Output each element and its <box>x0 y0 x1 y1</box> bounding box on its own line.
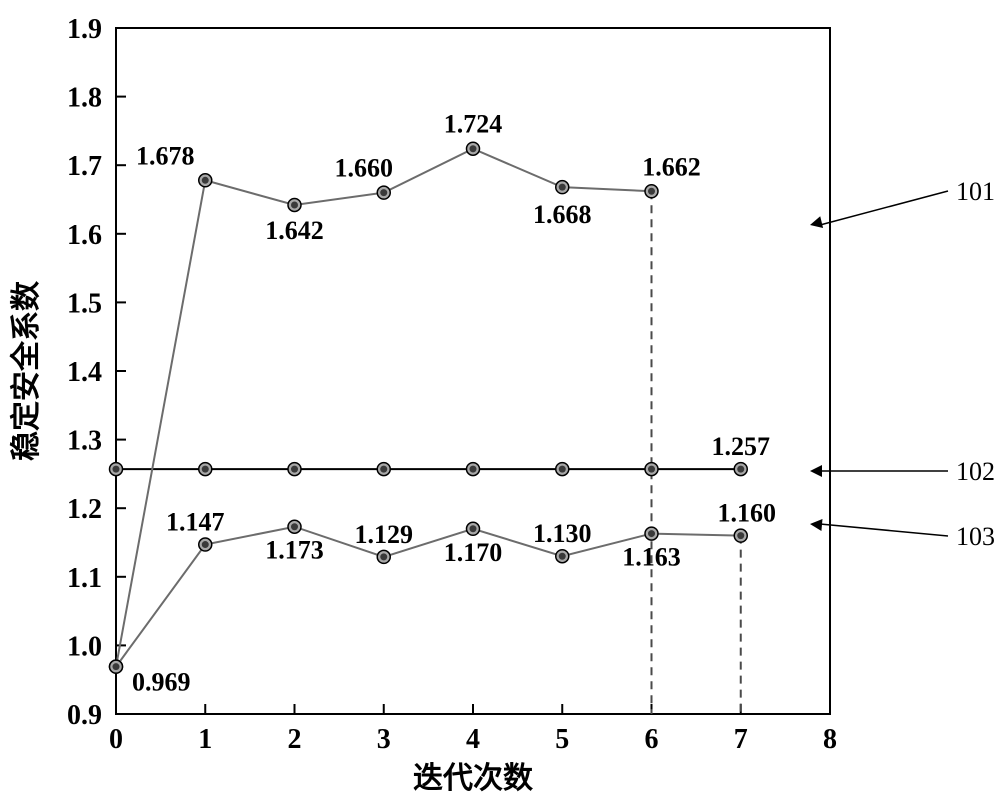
series-102-marker-dot <box>380 466 387 473</box>
series-101-marker-dot <box>648 188 655 195</box>
y-tick-label: 1.4 <box>67 357 102 388</box>
y-tick-label: 1.0 <box>67 631 102 662</box>
y-tick-label: 1.5 <box>67 288 102 319</box>
series-101-value-label: 1.678 <box>136 141 195 170</box>
series-102-marker-dot <box>113 466 120 473</box>
series-103-marker-dot <box>291 523 298 530</box>
series-101-value-label: 0.969 <box>132 668 191 697</box>
annot-101-label: 101 <box>956 177 995 206</box>
x-tick-label: 2 <box>288 724 302 755</box>
series-103-value-label: 1.147 <box>166 508 225 537</box>
x-tick-label: 5 <box>555 724 569 755</box>
x-axis-title: 迭代次数 <box>413 762 534 795</box>
x-tick-label: 0 <box>109 724 123 755</box>
series-103-marker-dot <box>202 541 209 548</box>
series-102-marker-dot <box>559 466 566 473</box>
annot-102-label: 102 <box>956 457 995 486</box>
x-tick-label: 7 <box>734 724 748 755</box>
series-101-value-label: 1.668 <box>533 200 592 229</box>
annot-101-arrow-head <box>810 216 823 228</box>
series-103-marker-dot <box>559 553 566 560</box>
series-101-marker-dot <box>559 184 566 191</box>
series-102-value-label: 1.257 <box>712 432 771 461</box>
y-tick-label: 1.6 <box>67 220 102 251</box>
series-101-marker-dot <box>202 177 209 184</box>
y-tick-label: 1.8 <box>67 83 102 114</box>
annot-101-arrow <box>820 191 948 225</box>
series-101-value-label: 1.724 <box>444 110 503 139</box>
series-102-marker-dot <box>648 466 655 473</box>
y-tick-label: 1.3 <box>67 426 102 457</box>
series-103-marker-dot <box>470 525 477 532</box>
series-102-marker-dot <box>202 466 209 473</box>
series-101-marker-dot <box>470 145 477 152</box>
series-102-marker-dot <box>737 466 744 473</box>
series-103-value-label: 1.129 <box>355 520 414 549</box>
series-103-value-label: 1.130 <box>533 519 592 548</box>
x-tick-label: 6 <box>645 724 659 755</box>
series-101-value-label: 1.642 <box>265 216 324 245</box>
series-102-marker-dot <box>470 466 477 473</box>
annot-102-arrow-head <box>810 465 822 477</box>
series-103-marker-dot <box>737 532 744 539</box>
y-axis-title: 稳定安全系数 <box>9 280 43 461</box>
x-tick-label: 4 <box>466 724 480 755</box>
series-102-marker-dot <box>291 466 298 473</box>
y-tick-label: 1.2 <box>67 494 102 525</box>
series-101-value-label: 1.660 <box>335 154 394 183</box>
annot-103-label: 103 <box>956 522 995 551</box>
series-101-value-label: 1.662 <box>642 152 701 181</box>
series-101-marker-dot <box>380 189 387 196</box>
series-103-value-label: 1.173 <box>265 536 324 565</box>
series-103-marker-dot <box>113 663 120 670</box>
y-tick-label: 1.1 <box>67 563 102 594</box>
annot-103-arrow <box>820 524 948 536</box>
series-101-marker-dot <box>291 201 298 208</box>
series-103-value-label: 1.170 <box>444 538 503 567</box>
y-tick-label: 1.7 <box>67 151 102 182</box>
x-tick-label: 8 <box>823 724 837 755</box>
series-103-value-label: 1.163 <box>622 543 681 572</box>
series-103-marker-dot <box>648 530 655 537</box>
y-tick-label: 1.9 <box>67 14 102 45</box>
series-103-value-label: 1.160 <box>718 499 777 528</box>
series-103-marker-dot <box>380 553 387 560</box>
y-tick-label: 0.9 <box>67 700 102 731</box>
x-tick-label: 1 <box>198 724 212 755</box>
line-chart: 0 1 2 3 4 5 6 7 8 0.9 1.0 1.1 1.2 1.3 1.4 1.5 1.6 1.7 1.8 1… <box>0 0 1000 804</box>
annot-103-arrow-head <box>810 519 822 531</box>
x-tick-label: 3 <box>377 724 391 755</box>
